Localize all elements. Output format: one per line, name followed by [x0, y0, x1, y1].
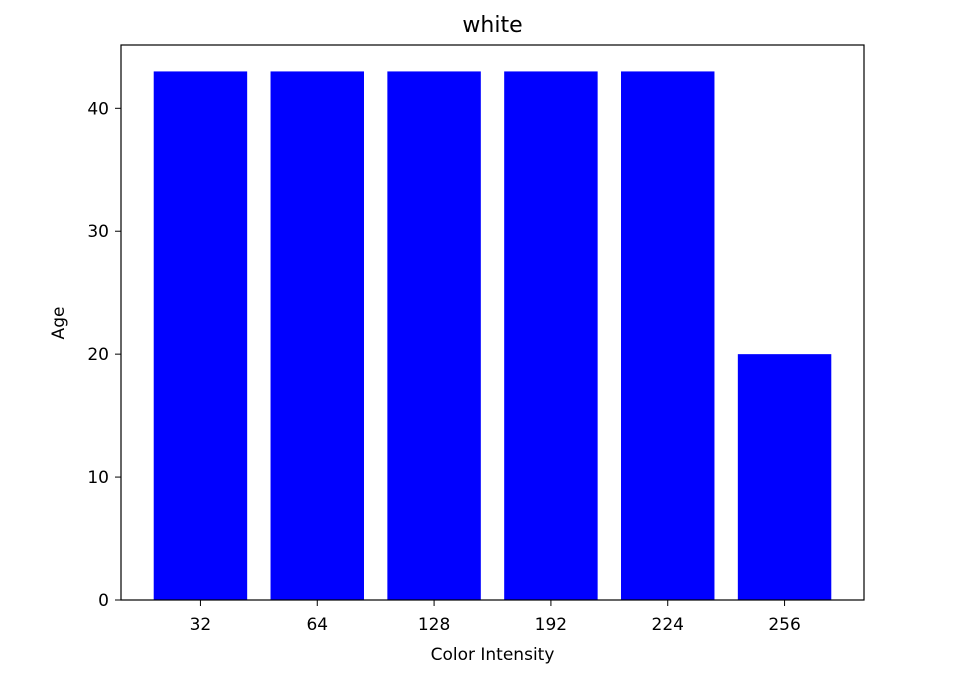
- bar-128: [387, 71, 481, 600]
- x-tick-label: 224: [652, 615, 684, 635]
- bar-192: [504, 71, 598, 600]
- bar-64: [270, 71, 364, 600]
- y-axis-label: Age: [49, 307, 69, 340]
- x-axis-ticks: 32 64 128 192 224 256: [190, 600, 801, 635]
- y-tick-label: 40: [87, 99, 109, 119]
- chart-title: white: [462, 13, 522, 38]
- bars-group: [153, 71, 832, 600]
- x-tick-label: 64: [306, 615, 328, 635]
- y-tick-label: 20: [87, 345, 109, 365]
- plot-area-frame: [120, 44, 865, 601]
- x-tick-label: 128: [418, 615, 450, 635]
- y-tick-label: 30: [87, 222, 109, 242]
- y-axis-ticks: 0 10 20 30 40: [87, 99, 121, 611]
- x-tick-label: 192: [535, 615, 567, 635]
- x-axis-label: Color Intensity: [431, 645, 555, 665]
- bar-256: [737, 354, 832, 600]
- bar-224: [621, 71, 715, 600]
- y-tick-label: 0: [98, 591, 109, 611]
- x-tick-label: 32: [190, 615, 212, 635]
- y-tick-label: 10: [87, 468, 109, 488]
- bar-32: [153, 71, 248, 600]
- x-tick-label: 256: [768, 615, 800, 635]
